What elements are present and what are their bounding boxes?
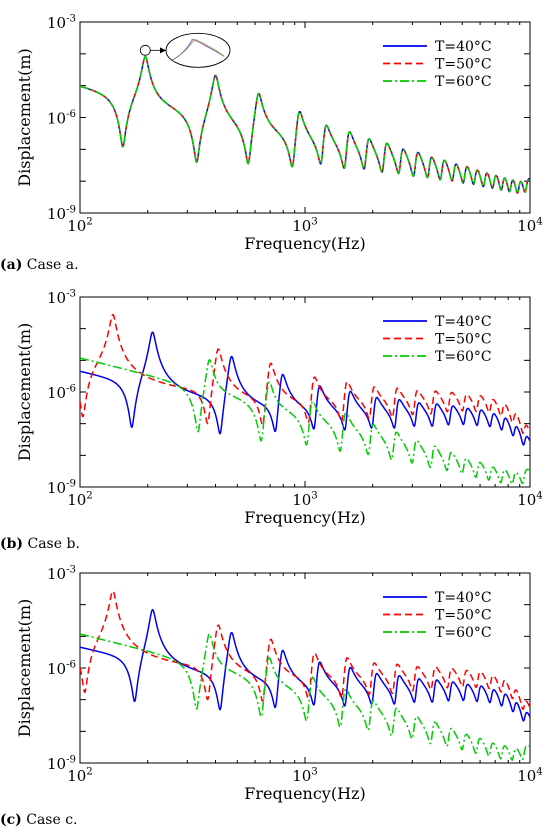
series-group [80, 590, 530, 761]
y-tick-label: 10-3 [47, 288, 76, 307]
y-axis-label: Displacement(m) [15, 48, 34, 187]
y-axis-label: Displacement(m) [15, 323, 34, 462]
x-axis-label: Frequency(Hz) [244, 508, 365, 527]
legend-label: T=40°C [435, 39, 492, 55]
legend-label: T=50°C [435, 332, 492, 348]
caption-text: Case b. [23, 536, 80, 552]
y-tick-label: 10-3 [47, 13, 76, 32]
series-line-50C [80, 313, 530, 434]
chart-panel-c: 102 103 104 10-9 10-6 10-3 Frequency(Hz) Displa… [15, 564, 543, 803]
zoom-marker-circle [139, 44, 151, 56]
x-tick-label: 102 [67, 490, 93, 509]
x-tick-label: 103 [292, 766, 318, 785]
y-tick-label: 10-9 [47, 204, 76, 223]
x-tick-label: 102 [67, 216, 93, 235]
legend-label: T=50°C [435, 608, 492, 624]
series-line-60C [80, 55, 530, 194]
series-line-60C [80, 633, 530, 761]
series-group [80, 55, 530, 194]
caption-tag: (b) [0, 536, 24, 552]
x-axis-label: Frequency(Hz) [244, 784, 365, 803]
y-tick-label: 10-6 [47, 109, 76, 128]
y-axis-label: Displacement(m) [15, 599, 34, 738]
y-tick-label: 10-3 [47, 564, 76, 583]
y-tick-label: 10-6 [47, 383, 76, 402]
x-tick-label: 103 [292, 216, 318, 235]
y-tick-label: 10-9 [47, 478, 76, 497]
legend-label: T=60°C [435, 625, 492, 641]
zoom-arrow-head [160, 47, 166, 54]
legend-label: T=60°C [435, 74, 492, 90]
y-tick-label: 10-9 [47, 754, 76, 773]
caption-b: (b) Case b. [0, 536, 80, 552]
x-tick-label: 104 [517, 490, 543, 509]
legend-label: T=60°C [435, 349, 492, 365]
caption-tag: (a) [0, 257, 23, 273]
inset-ellipse [165, 32, 231, 68]
x-tick-label: 102 [67, 766, 93, 785]
series-group [80, 313, 530, 485]
caption-c: (c) Case c. [0, 812, 78, 828]
x-axis-label: Frequency(Hz) [244, 234, 365, 253]
caption-tag: (c) [0, 812, 22, 828]
series-line-40C [80, 608, 530, 722]
legend-label: T=40°C [435, 590, 492, 606]
y-tick-label: 10-6 [47, 659, 76, 678]
series-line-50C [80, 590, 530, 710]
x-tick-label: 103 [292, 490, 318, 509]
x-tick-label: 104 [517, 216, 543, 235]
x-tick-label: 104 [517, 766, 543, 785]
caption-text: Case a. [22, 257, 79, 273]
legend-label: T=40°C [435, 314, 492, 330]
series-line-40C [80, 331, 530, 446]
caption-a: (a) Case a. [0, 257, 79, 273]
caption-text: Case c. [21, 812, 78, 828]
legend-label: T=50°C [435, 57, 492, 73]
chart-panel-a: 102 103 104 10-9 10-6 10-3 Frequency(Hz) Displa… [15, 13, 543, 253]
chart-panel-b: 102 103 104 10-9 10-6 10-3 Frequency(Hz) Displa… [15, 288, 543, 527]
inset-curve [171, 38, 225, 61]
